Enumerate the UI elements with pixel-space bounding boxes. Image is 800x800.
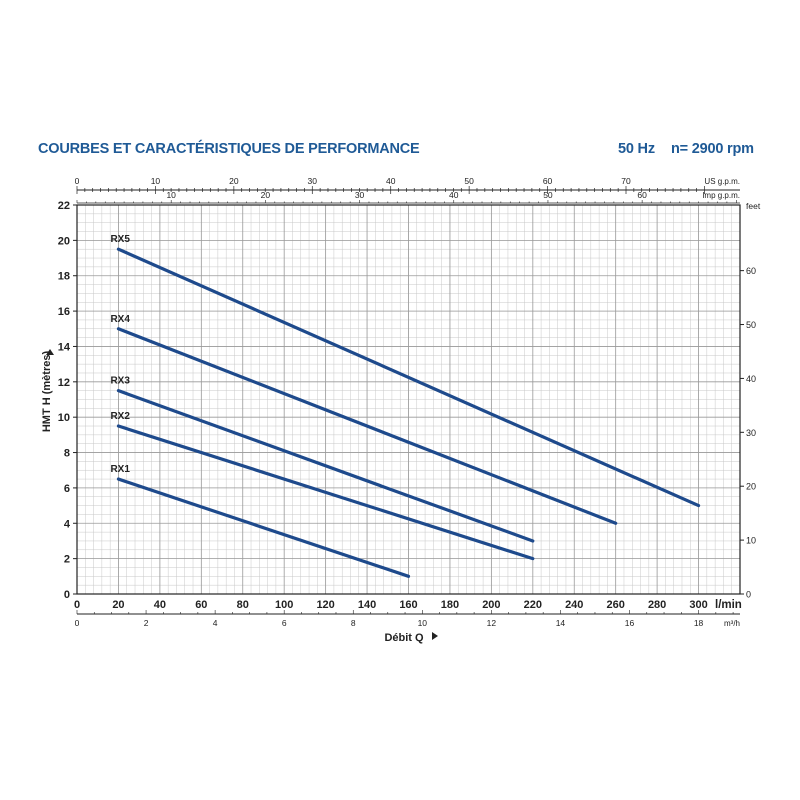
- us-gpm-tick-label: 50: [464, 176, 474, 186]
- x-tick-label: 0: [74, 599, 80, 611]
- m3h-tick-label: 12: [487, 618, 497, 628]
- feet-tick-label: 60: [746, 266, 756, 276]
- us-gpm-unit-label: US g.p.m.: [704, 177, 740, 186]
- m3h-tick-label: 0: [75, 618, 80, 628]
- feet-tick-label: 0: [746, 590, 751, 600]
- us-gpm-tick-label: 60: [543, 176, 553, 186]
- series-rx5-line: [116, 247, 701, 508]
- x-tick-label: 280: [648, 599, 666, 611]
- us-gpm-tick-label: 30: [308, 176, 318, 186]
- us-gpm-tick-label: 10: [151, 176, 161, 186]
- y-tick-label: 20: [58, 235, 70, 247]
- us-gpm-tick-label: 0: [75, 176, 80, 186]
- series-rx4-line: [116, 327, 618, 525]
- m3h-tick-label: 18: [694, 618, 704, 628]
- m3h-tick-label: 14: [556, 618, 566, 628]
- x-tick-label: 260: [607, 599, 625, 611]
- x-axis-title: Débit Q: [384, 632, 424, 644]
- x-tick-label: 160: [399, 599, 417, 611]
- feet-tick-label: 20: [746, 482, 756, 492]
- feet-tick-label: 10: [746, 536, 756, 546]
- x-tick-label: 80: [237, 599, 249, 611]
- us-gpm-tick-label: 20: [229, 176, 239, 186]
- y-tick-label: 6: [64, 483, 70, 495]
- x-tick-label: 40: [154, 599, 166, 611]
- m3h-tick-label: 6: [282, 618, 287, 628]
- x-tick-label: 20: [112, 599, 124, 611]
- m3h-tick-label: 16: [625, 618, 635, 628]
- x-tick-label: 300: [689, 599, 707, 611]
- imp-gpm-tick-label: 40: [449, 190, 459, 200]
- series-rx3-label: RX3: [110, 376, 130, 387]
- feet-tick-label: 40: [746, 374, 756, 384]
- x-tick-label: 60: [195, 599, 207, 611]
- y-tick-label: 18: [58, 271, 70, 283]
- series-rx3-line: [116, 389, 535, 543]
- frequency-label: 50 Hz: [618, 141, 655, 157]
- feet-tick-label: 50: [746, 320, 756, 330]
- x-tick-label: 100: [275, 599, 293, 611]
- series-group: RX1 RX2 RX3 RX4 RX5: [110, 234, 701, 578]
- plot-frame: [76, 204, 741, 595]
- series-rx4-label: RX4: [110, 314, 130, 325]
- feet-tick-label: 30: [746, 428, 756, 438]
- x-unit-label: l/min: [715, 599, 742, 611]
- y-tick-label: 16: [58, 306, 70, 318]
- axis-labels: HMT H (mètres) Débit Q: [41, 349, 438, 644]
- imp-gpm-tick-label: 10: [166, 190, 176, 200]
- m3h-unit-label: m³/h: [724, 619, 740, 628]
- y-tick-label: 2: [64, 554, 70, 566]
- imp-gpm-tick-label: 60: [637, 190, 647, 200]
- y-tick-label: 22: [58, 200, 70, 212]
- x-tick-label: 120: [316, 599, 334, 611]
- x-tick-label: 180: [441, 599, 459, 611]
- y-tick-label: 8: [64, 448, 70, 460]
- y-tick-label: 14: [58, 341, 71, 353]
- y-axis-arrow-icon: [46, 349, 54, 355]
- imp-gpm-tick-label: 30: [355, 190, 365, 200]
- m3h-tick-label: 10: [418, 618, 428, 628]
- imp-gpm-tick-label: 20: [261, 190, 271, 200]
- feet-unit-label: feet: [746, 201, 761, 211]
- chart-title: COURBES ET CARACTÉRISTIQUES DE PERFORMAN…: [38, 141, 420, 157]
- m3h-tick-label: 2: [144, 618, 149, 628]
- x-axis-arrow-icon: [432, 632, 438, 640]
- y-tick-label: 4: [64, 518, 71, 530]
- y-tick-label: 10: [58, 412, 70, 424]
- x-tick-label: 220: [524, 599, 542, 611]
- y-tick-label: 0: [64, 589, 70, 601]
- series-rx5-label: RX5: [110, 234, 130, 245]
- y-axis-title: HMT H (mètres): [41, 351, 53, 433]
- imp-gpm-tick-label: 50: [543, 190, 553, 200]
- x-tick-label: 140: [358, 599, 376, 611]
- speed-label: n= 2900 rpm: [671, 141, 754, 157]
- y-tick-label: 12: [58, 377, 70, 389]
- m3h-tick-label: 4: [213, 618, 218, 628]
- series-rx1-line: [116, 477, 411, 578]
- x-tick-label: 200: [482, 599, 500, 611]
- series-rx2-line: [116, 424, 535, 561]
- x-tick-label: 240: [565, 599, 583, 611]
- m3h-tick-label: 8: [351, 618, 356, 628]
- imp-gpm-unit-label: Imp g.p.m.: [702, 191, 740, 200]
- us-gpm-tick-label: 70: [621, 176, 631, 186]
- series-rx2-label: RX2: [110, 411, 130, 422]
- us-gpm-tick-label: 40: [386, 176, 396, 186]
- series-rx1-label: RX1: [110, 464, 130, 475]
